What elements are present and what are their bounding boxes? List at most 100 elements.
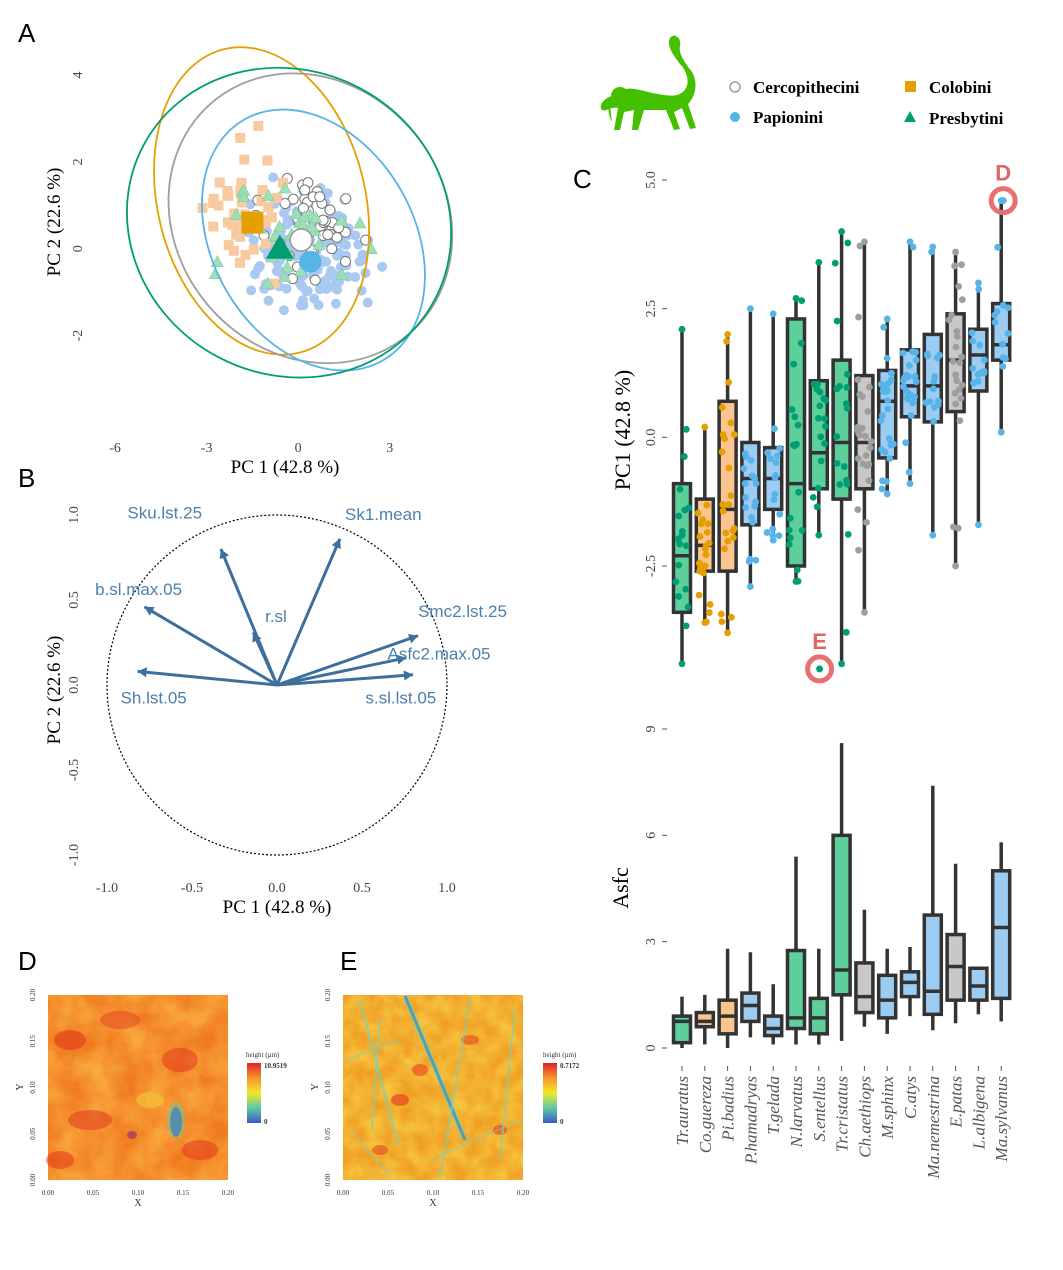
loading-label: r.sl [265, 607, 287, 626]
data-point [877, 417, 885, 425]
data-point [911, 373, 919, 380]
panel-d-y-axis-title: Y [15, 1083, 26, 1090]
data-point [785, 541, 793, 548]
data-point [880, 385, 888, 393]
scatter-point-colobini [278, 177, 289, 188]
loading-arrow [276, 656, 407, 687]
data-point [999, 340, 1006, 348]
panel-b-y-axis-title: PC 2 (22.6 %) [44, 636, 65, 745]
scatter-point-cercopithecini [326, 243, 338, 255]
species-label: L.albigena [969, 1076, 988, 1150]
panel-e-colorbar [543, 1063, 557, 1123]
data-point [721, 545, 728, 553]
panel-a-x-axis-title: PC 1 (42.8 %) [231, 457, 340, 478]
data-point [809, 493, 817, 501]
scatter-point-presbytini [261, 276, 275, 289]
y-tick-label: 0 [71, 245, 86, 252]
data-point [752, 498, 760, 506]
legend-label-cercopithecini: Cercopithecini [753, 78, 860, 97]
y-tick-label: 0.10 [29, 1081, 37, 1094]
scatter-point-papionini [282, 214, 293, 225]
panel-a-ellipses [126, 46, 454, 379]
data-point [906, 480, 914, 488]
box-body [899, 970, 921, 999]
data-point [794, 421, 802, 429]
data-point [906, 362, 913, 369]
scatter-point-colobini [235, 132, 246, 143]
legend: Cercopithecini Colobini Papionini Presby… [600, 35, 1004, 130]
scatter-point-papionini [350, 230, 361, 241]
scatter-point-colobini [266, 212, 277, 223]
scatter-point-presbytini [298, 209, 312, 222]
panel-d-colorbar-max: 10.9519 [264, 1062, 287, 1070]
data-point [969, 364, 977, 372]
data-point [930, 377, 938, 385]
data-point [976, 341, 984, 349]
data-point [952, 343, 960, 351]
data-point [862, 452, 870, 459]
panel-a-points [197, 120, 388, 316]
data-point [862, 432, 869, 440]
x-tick-label: 0.20 [222, 1189, 235, 1197]
data-point [695, 591, 703, 599]
y-tick-label: 4 [71, 72, 86, 79]
data-point [883, 315, 891, 323]
data-point [854, 426, 862, 434]
scatter-point-colobini [236, 177, 247, 188]
species-label: C.atys [901, 1076, 920, 1119]
scatter-point-cercopithecini [340, 193, 352, 205]
data-point [884, 397, 892, 405]
loading-label: Asfc2.max.05 [388, 645, 491, 664]
data-point [994, 243, 1002, 251]
data-point [999, 354, 1007, 361]
scatter-point-colobini [271, 192, 282, 203]
data-point [724, 537, 732, 545]
data-point [723, 337, 730, 345]
species-label: P.hamadryas [741, 1076, 760, 1165]
data-point [929, 243, 937, 251]
ellipse-colobini [153, 46, 371, 356]
data-point [956, 359, 964, 367]
y-tick-label: -0.5 [67, 759, 82, 781]
data-point [672, 578, 680, 586]
data-point [905, 373, 913, 381]
data-point [991, 311, 999, 319]
panel-c-species-labels: Tr.auratus Co.guereza Pi.badius P.hamadryas… [673, 1066, 1011, 1179]
data-point [718, 403, 726, 411]
panel-letter-a: A [18, 18, 36, 48]
panel-a-centroids [241, 211, 322, 273]
ellipse-papionini [201, 108, 426, 372]
loading-arrow [275, 538, 342, 686]
data-point [742, 494, 749, 501]
callout-label-d: D [995, 161, 1011, 186]
data-point [696, 533, 704, 540]
data-point [934, 401, 942, 409]
scatter-point-papionini [268, 172, 279, 183]
y-tick-label: 3 [644, 938, 659, 945]
x-tick-label: -3 [201, 441, 213, 456]
scatter-point-papionini [350, 272, 361, 283]
data-point [856, 242, 864, 250]
data-point [727, 613, 735, 621]
scatter-point-presbytini [268, 229, 282, 242]
panel-a-pca-scatter: -6 -3 0 3 4 2 0 -2 PC 1 (42.8 %) PC 2 (22.6 %) [44, 46, 454, 478]
y-tick-label: -1.0 [67, 844, 82, 866]
data-point [856, 391, 864, 398]
box-body [831, 833, 852, 997]
data-point [952, 248, 959, 256]
data-point [727, 492, 735, 499]
scatter-point-colobini [262, 155, 273, 166]
data-point [721, 435, 729, 443]
scatter-point-colobini [240, 249, 251, 260]
data-point [884, 405, 892, 413]
data-point [912, 378, 920, 386]
data-point [703, 501, 711, 509]
legend-label-papionini: Papionini [753, 108, 823, 127]
data-point [855, 546, 862, 554]
panel-e-colorbar-min: 0 [560, 1118, 564, 1126]
scatter-point-papionini [330, 298, 341, 309]
data-point [764, 449, 772, 457]
data-point [790, 360, 798, 368]
data-point [952, 562, 959, 570]
